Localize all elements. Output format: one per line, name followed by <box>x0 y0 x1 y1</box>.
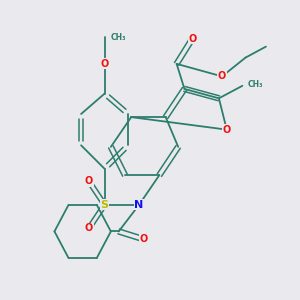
Text: O: O <box>85 176 93 186</box>
Text: O: O <box>100 59 109 69</box>
Text: O: O <box>223 124 231 135</box>
Text: O: O <box>140 234 148 244</box>
Text: O: O <box>188 34 196 44</box>
Text: N: N <box>134 200 144 210</box>
Text: O: O <box>218 71 226 81</box>
Text: CH₃: CH₃ <box>110 33 126 42</box>
Text: O: O <box>85 223 93 233</box>
Text: S: S <box>100 200 109 210</box>
Text: CH₃: CH₃ <box>248 80 263 89</box>
